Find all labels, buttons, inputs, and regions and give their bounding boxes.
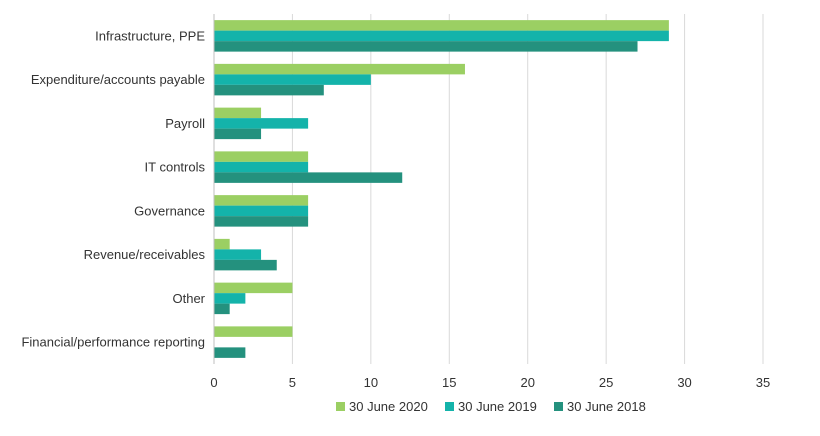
bar <box>214 30 669 42</box>
legend-label: 30 June 2020 <box>349 399 428 414</box>
bar <box>214 161 309 173</box>
legend-label: 30 June 2018 <box>567 399 646 414</box>
bar <box>214 216 309 227</box>
bar <box>214 151 309 162</box>
bar <box>214 238 230 250</box>
category-labels: Infrastructure, PPE Expenditure/accounts … <box>21 28 205 349</box>
bar <box>214 195 309 206</box>
legend-label: 30 June 2019 <box>458 399 537 414</box>
bar <box>214 84 324 96</box>
x-tick-label: 0 <box>210 375 217 390</box>
legend: 30 June 2020 30 June 2019 30 June 2018 <box>336 399 646 414</box>
legend-swatch <box>445 402 454 411</box>
category-label: Expenditure/accounts payable <box>31 72 205 87</box>
bar <box>214 293 246 304</box>
category-label: Revenue/receivables <box>84 247 206 262</box>
bar <box>214 205 309 217</box>
x-tick-label: 35 <box>756 375 770 390</box>
bar <box>214 259 277 271</box>
bar <box>214 20 669 31</box>
category-label: Payroll <box>165 116 205 131</box>
x-tick-label: 20 <box>520 375 534 390</box>
bar <box>214 41 638 52</box>
x-tick-labels: 0 5 10 15 20 25 30 35 <box>210 375 770 390</box>
category-label: Governance <box>134 203 205 218</box>
x-tick-label: 15 <box>442 375 456 390</box>
x-tick-label: 5 <box>289 375 296 390</box>
category-label: Financial/performance reporting <box>21 335 205 350</box>
category-label: Other <box>172 291 205 306</box>
x-tick-label: 30 <box>677 375 691 390</box>
bar <box>214 282 293 294</box>
bar <box>214 74 371 85</box>
legend-swatch <box>554 402 563 411</box>
bar <box>214 326 293 337</box>
bar <box>214 249 262 260</box>
category-label: IT controls <box>145 160 206 175</box>
bar <box>214 172 403 183</box>
bar <box>214 347 246 358</box>
x-tick-label: 25 <box>599 375 613 390</box>
legend-swatch <box>336 402 345 411</box>
bar <box>214 107 262 119</box>
bar <box>214 118 309 129</box>
bar <box>214 63 465 75</box>
bar <box>214 128 262 140</box>
bar-series <box>214 20 669 358</box>
x-tick-label: 10 <box>364 375 378 390</box>
category-label: Infrastructure, PPE <box>95 28 205 43</box>
bar <box>214 303 230 315</box>
